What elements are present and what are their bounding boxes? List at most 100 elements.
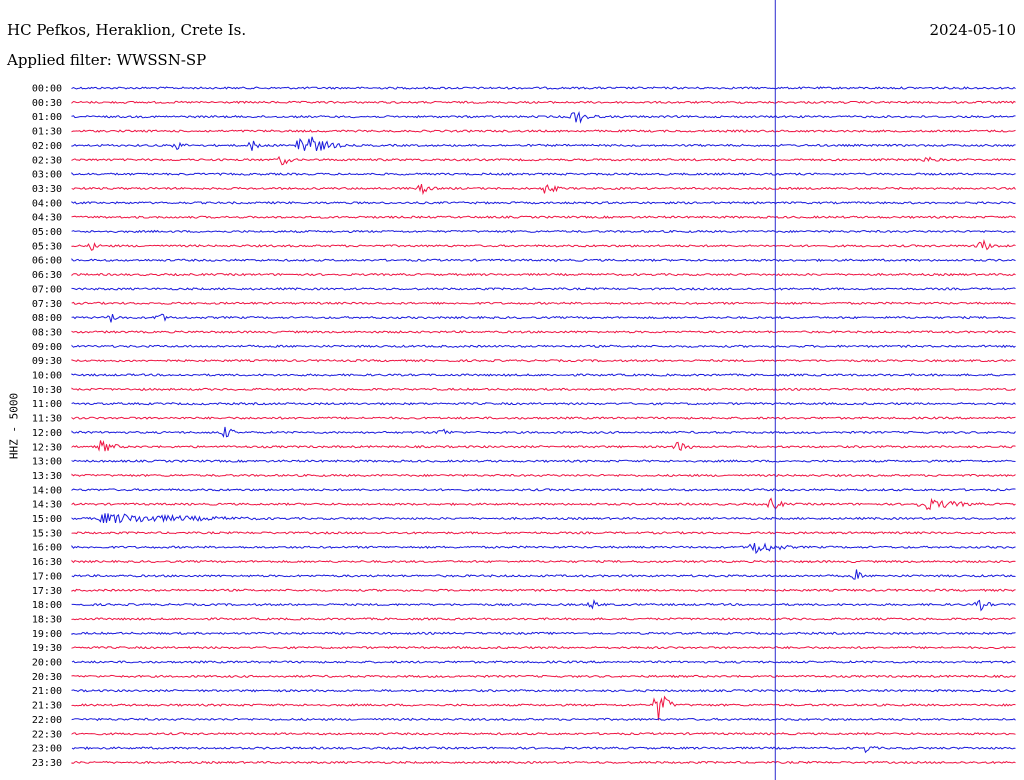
row-time-label: 04:00 <box>32 198 62 209</box>
trace-line <box>71 86 1016 90</box>
trace-line <box>71 373 1016 377</box>
row-time-label: 12:30 <box>32 442 62 453</box>
row-time-label: 22:30 <box>32 729 62 740</box>
trace-line <box>71 426 1016 438</box>
trace-line <box>71 171 1016 176</box>
row-time-label: 14:00 <box>32 485 62 496</box>
row-time-label: 22:00 <box>32 715 62 726</box>
trace-line <box>71 229 1016 234</box>
row-time-label: 18:30 <box>32 614 62 625</box>
row-time-label: 04:30 <box>32 213 62 224</box>
trace-line <box>71 760 1016 765</box>
row-time-label: 00:00 <box>32 84 62 95</box>
row-time-label: 05:00 <box>32 227 62 238</box>
row-time-label: 23:00 <box>32 744 62 755</box>
trace-line <box>71 695 1016 721</box>
trace-line <box>71 301 1016 305</box>
row-time-label: 13:00 <box>32 457 62 468</box>
row-time-label: 14:30 <box>32 500 62 511</box>
trace-line <box>71 488 1016 492</box>
trace-line <box>71 344 1016 349</box>
row-time-label: 01:30 <box>32 127 62 138</box>
trace-line <box>71 745 1016 754</box>
trace-line <box>71 111 1016 124</box>
trace-line <box>71 559 1016 564</box>
row-time-label: 07:30 <box>32 299 62 310</box>
trace-line <box>71 100 1016 105</box>
trace-line <box>71 588 1016 592</box>
trace-line <box>71 387 1016 392</box>
row-time-label: 08:30 <box>32 327 62 338</box>
row-time-label: 08:00 <box>32 313 62 324</box>
trace-line <box>71 183 1016 196</box>
trace-line <box>71 201 1016 205</box>
row-time-label: 09:00 <box>32 342 62 353</box>
row-time-label: 16:00 <box>32 543 62 554</box>
row-time-label: 02:30 <box>32 155 62 166</box>
trace-line <box>71 674 1016 679</box>
row-time-label: 15:30 <box>32 528 62 539</box>
trace-line <box>71 258 1016 262</box>
trace-line <box>71 358 1016 363</box>
row-time-label: 13:30 <box>32 471 62 482</box>
row-time-label: 20:30 <box>32 672 62 683</box>
row-time-label: 16:30 <box>32 557 62 568</box>
row-time-label: 06:30 <box>32 270 62 281</box>
row-time-label: 19:30 <box>32 643 62 654</box>
trace-line <box>71 473 1016 478</box>
trace-line <box>71 136 1016 152</box>
trace-line <box>71 155 1016 166</box>
row-time-label: 10:00 <box>32 371 62 382</box>
trace-line <box>71 272 1016 277</box>
trace-line <box>71 287 1016 291</box>
trace-line <box>71 645 1016 650</box>
trace-line <box>71 732 1016 736</box>
trace-line <box>71 313 1016 323</box>
row-time-label: 23:30 <box>32 758 62 769</box>
trace-line <box>71 215 1016 219</box>
date-label: 2024-05-10 <box>929 21 1016 39</box>
row-time-label: 03:00 <box>32 170 62 181</box>
row-time-label: 18:00 <box>32 600 62 611</box>
row-time-label: 19:00 <box>32 629 62 640</box>
row-time-label: 21:30 <box>32 701 62 712</box>
trace-line <box>71 497 1016 511</box>
row-time-label: 15:00 <box>32 514 62 525</box>
trace-line <box>71 531 1016 535</box>
row-time-label: 10:30 <box>32 385 62 396</box>
row-time-label: 09:30 <box>32 356 62 367</box>
trace-line <box>71 599 1016 612</box>
row-time-label: 17:00 <box>32 571 62 582</box>
trace-line <box>71 542 1016 555</box>
station-title: HC Pefkos, Heraklion, Crete Is. <box>7 21 247 39</box>
row-time-label: 21:00 <box>32 686 62 697</box>
trace-line <box>71 717 1016 722</box>
trace-line <box>71 459 1016 463</box>
row-time-label: 11:30 <box>32 414 62 425</box>
row-time-label: 12:00 <box>32 428 62 439</box>
trace-line <box>71 660 1016 664</box>
trace-line <box>71 129 1016 133</box>
trace-line <box>71 416 1016 420</box>
trace-line <box>71 440 1016 452</box>
row-time-label: 07:00 <box>32 284 62 295</box>
row-time-label: 01:00 <box>32 112 62 123</box>
trace-line <box>71 617 1016 621</box>
row-time-label: 05:30 <box>32 241 62 252</box>
row-time-label: 02:00 <box>32 141 62 152</box>
row-time-label: 06:00 <box>32 256 62 267</box>
trace-line <box>71 330 1016 334</box>
row-time-label: 00:30 <box>32 98 62 109</box>
trace-line <box>71 569 1016 580</box>
row-time-label: 11:00 <box>32 399 62 410</box>
filter-label: Applied filter: WWSSN-SP <box>7 51 207 69</box>
trace-line <box>71 688 1016 693</box>
row-time-label: 03:30 <box>32 184 62 195</box>
trace-line <box>71 631 1016 636</box>
row-time-label: 20:00 <box>32 658 62 669</box>
trace-line <box>71 401 1016 406</box>
row-time-label: 17:30 <box>32 586 62 597</box>
trace-line <box>71 238 1016 251</box>
trace-line <box>71 513 1016 524</box>
